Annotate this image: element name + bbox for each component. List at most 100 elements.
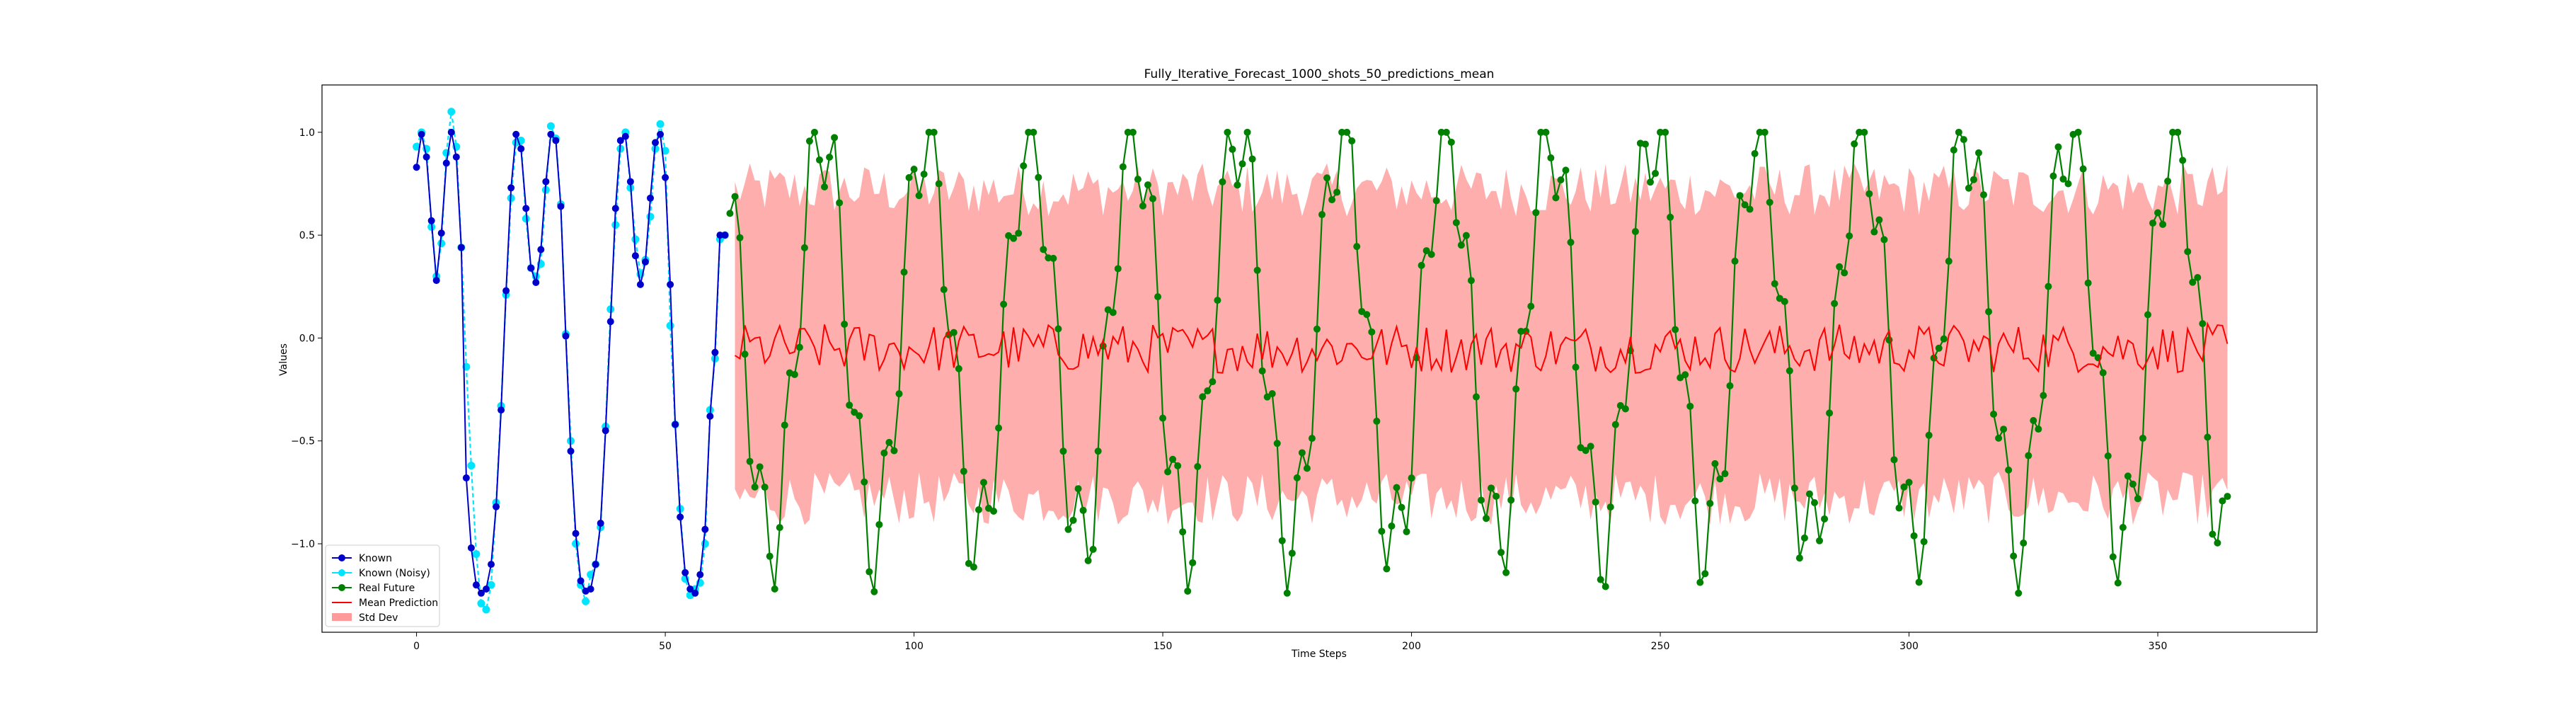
real-future-point [866, 568, 873, 576]
known-noisy-point [467, 462, 476, 470]
real-future-point [1557, 176, 1565, 184]
real-future-point [836, 199, 844, 207]
known-point [467, 544, 475, 552]
legend-label-real-future: Real Future [359, 583, 415, 594]
real-future-point [1945, 257, 1953, 265]
real-future-point [746, 457, 754, 465]
real-future-point [1164, 468, 1172, 476]
real-future-point [1483, 515, 1490, 523]
real-future-point [1979, 191, 1987, 199]
legend-entry-mean-prediction: Mean Prediction [332, 598, 438, 609]
known-noisy-point [546, 122, 555, 130]
real-future-point [1094, 447, 1102, 455]
real-future-point [2109, 553, 2117, 561]
real-future-point [821, 183, 829, 191]
real-future-point [2209, 530, 2216, 538]
known-series [413, 128, 729, 597]
real-future-point [1393, 484, 1401, 491]
real-future-point [2054, 143, 2062, 151]
real-future-point [890, 447, 898, 455]
real-future-point [1348, 137, 1356, 145]
known-point [432, 277, 440, 285]
real-future-point [751, 483, 759, 491]
known-point [667, 280, 674, 288]
real-future-point [895, 390, 903, 398]
real-future-point [1517, 328, 1525, 336]
real-future-point [1432, 197, 1440, 205]
real-future-point [1293, 474, 1301, 481]
real-future-point [815, 156, 823, 164]
real-future-point [1940, 335, 1948, 343]
known-point [587, 585, 594, 593]
real-future-point [915, 192, 923, 200]
real-future-point [761, 484, 769, 491]
real-future-point [2030, 417, 2037, 425]
real-future-point [2204, 433, 2212, 441]
real-future-point [1283, 589, 1291, 597]
real-future-point [950, 329, 958, 336]
real-future-point [1179, 528, 1187, 536]
real-future-point [1353, 243, 1361, 251]
real-future-point [1488, 484, 1495, 492]
real-future-point [1194, 462, 1202, 470]
legend-entry-known: Known [332, 553, 392, 564]
real-future-point [1000, 300, 1008, 308]
real-future-point [1726, 382, 1734, 389]
real-future-point [1238, 160, 1246, 168]
real-future-point [1667, 213, 1674, 221]
real-future-point [771, 585, 778, 593]
known-noisy-point [656, 120, 665, 128]
real-future-point [1089, 545, 1097, 553]
known-point [572, 530, 580, 537]
real-future-point [1805, 490, 1813, 498]
known-point [691, 589, 699, 597]
real-future-point [1010, 234, 1018, 242]
x-tick-label: 100 [904, 641, 924, 652]
real-future-point [1234, 181, 1241, 189]
real-future-point [726, 210, 734, 217]
known-point [696, 571, 704, 578]
known-point [641, 258, 649, 266]
real-future-point [2015, 589, 2023, 597]
real-future-point [970, 563, 977, 571]
real-future-point [841, 320, 849, 328]
known-noisy-point [413, 142, 421, 151]
known-noisy-point [582, 597, 590, 605]
real-future-point [1925, 431, 1933, 439]
real-future-point [1278, 537, 1286, 544]
real-future-point [1631, 228, 1639, 236]
y-tick-label: 1.0 [299, 127, 315, 139]
real-future-line [729, 130, 2229, 593]
real-future-point [2149, 219, 2157, 227]
real-future-point [1493, 492, 1500, 500]
known-point [512, 130, 520, 138]
known-point [418, 130, 425, 138]
known-noisy-point [472, 550, 481, 559]
real-future-point [870, 588, 878, 595]
legend-box [325, 544, 440, 627]
real-future-point [1870, 228, 1878, 236]
real-future-point [1861, 128, 1868, 136]
real-future-point [1800, 534, 1808, 542]
known-point [672, 421, 679, 428]
real-future-point [930, 128, 938, 136]
real-future-point [1686, 402, 1694, 410]
real-future-point [1313, 325, 1321, 333]
known-point [701, 525, 709, 533]
real-future-point [756, 463, 764, 471]
real-future-point [900, 268, 908, 276]
legend-swatch-std-dev [332, 613, 352, 621]
real-future-point [1378, 527, 1386, 535]
real-future-point [935, 180, 943, 188]
known-point [532, 278, 540, 286]
real-future-point [1527, 302, 1535, 310]
known-noisy-point [666, 321, 674, 330]
known-point [626, 178, 634, 185]
y-tick-label: 0.0 [299, 333, 315, 344]
known-point [606, 318, 614, 326]
real-future-point [2059, 175, 2067, 183]
real-future-point [1472, 393, 1480, 401]
real-future-point [2129, 480, 2137, 488]
known-point [577, 577, 585, 585]
